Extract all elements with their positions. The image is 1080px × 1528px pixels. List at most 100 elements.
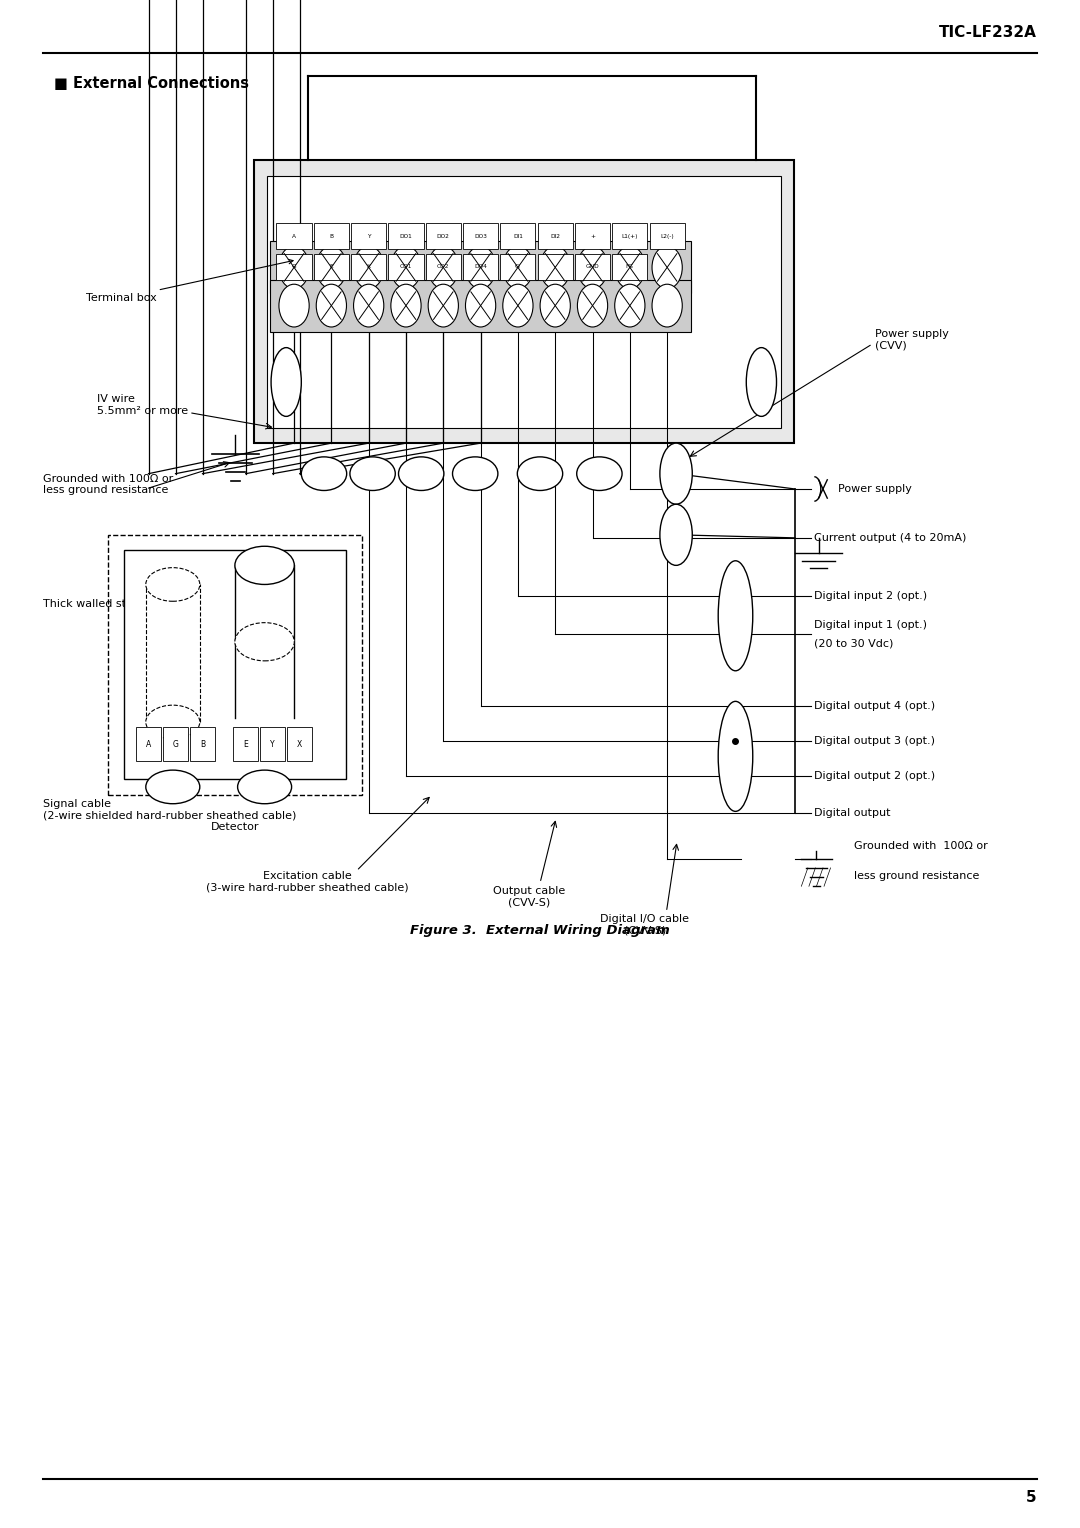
Text: Digital output 2 (opt.): Digital output 2 (opt.) <box>814 772 935 781</box>
Circle shape <box>615 284 645 327</box>
Bar <box>260 727 285 761</box>
Text: X: X <box>367 264 370 269</box>
Bar <box>500 223 536 249</box>
Circle shape <box>316 246 347 289</box>
Text: Power supply
(CVV): Power supply (CVV) <box>875 329 948 350</box>
Bar <box>190 727 215 761</box>
Text: Digital output 4 (opt.): Digital output 4 (opt.) <box>814 701 935 711</box>
Circle shape <box>428 246 458 289</box>
Ellipse shape <box>453 457 498 490</box>
Text: X: X <box>297 740 302 749</box>
Bar <box>612 223 647 249</box>
Bar <box>136 727 161 761</box>
Bar <box>276 254 312 280</box>
Text: A: A <box>146 740 151 749</box>
Text: CI: CI <box>515 264 521 269</box>
Circle shape <box>316 284 347 327</box>
Text: +: + <box>590 234 595 238</box>
Text: Digital input 1 (opt.): Digital input 1 (opt.) <box>814 619 928 630</box>
Circle shape <box>391 284 421 327</box>
Bar <box>426 254 461 280</box>
Circle shape <box>652 246 683 289</box>
Text: Detector: Detector <box>211 822 259 833</box>
Bar <box>575 254 610 280</box>
Bar <box>233 727 258 761</box>
Circle shape <box>615 246 645 289</box>
Ellipse shape <box>235 623 294 662</box>
Bar <box>426 223 461 249</box>
Text: E: E <box>329 264 334 269</box>
Text: B: B <box>200 740 205 749</box>
Circle shape <box>652 284 683 327</box>
Ellipse shape <box>746 348 777 417</box>
Circle shape <box>353 246 383 289</box>
Ellipse shape <box>238 770 292 804</box>
Text: Output cable
(CVV-S): Output cable (CVV-S) <box>494 886 565 908</box>
Text: A: A <box>292 234 296 238</box>
Circle shape <box>279 246 309 289</box>
Bar <box>463 254 498 280</box>
Ellipse shape <box>235 547 294 585</box>
Circle shape <box>465 246 496 289</box>
Ellipse shape <box>577 457 622 490</box>
Text: CO1: CO1 <box>400 264 413 269</box>
Ellipse shape <box>350 457 395 490</box>
Text: CO2: CO2 <box>437 264 449 269</box>
Bar <box>276 223 312 249</box>
Circle shape <box>391 246 421 289</box>
Bar <box>267 176 781 428</box>
Bar <box>254 160 794 443</box>
Text: Thick walled steel conduit: Thick walled steel conduit <box>43 599 188 610</box>
Text: G: G <box>292 264 296 269</box>
Text: TIC-LF232A: TIC-LF232A <box>939 24 1037 40</box>
Ellipse shape <box>660 504 692 565</box>
Text: DI2: DI2 <box>550 234 561 238</box>
Circle shape <box>578 246 608 289</box>
Bar <box>389 223 423 249</box>
Text: Power supply: Power supply <box>838 484 912 494</box>
Bar <box>163 727 188 761</box>
Bar <box>649 223 685 249</box>
Text: less ground resistance: less ground resistance <box>854 871 980 882</box>
Ellipse shape <box>718 701 753 811</box>
Bar <box>270 241 691 293</box>
Ellipse shape <box>271 348 301 417</box>
Text: Y: Y <box>367 234 370 238</box>
Bar <box>538 223 572 249</box>
Bar <box>270 280 691 332</box>
Circle shape <box>428 284 458 327</box>
Text: GND: GND <box>585 264 599 269</box>
Circle shape <box>465 284 496 327</box>
Circle shape <box>540 246 570 289</box>
Text: (20 to 30 Vdc): (20 to 30 Vdc) <box>814 639 893 649</box>
Text: 5: 5 <box>1026 1490 1037 1505</box>
Text: Digital output: Digital output <box>814 808 891 817</box>
Text: Figure 3.  External Wiring Diagram: Figure 3. External Wiring Diagram <box>410 924 670 938</box>
Bar <box>351 223 387 249</box>
Circle shape <box>540 284 570 327</box>
Text: DO2: DO2 <box>436 234 449 238</box>
Ellipse shape <box>718 561 753 671</box>
Ellipse shape <box>146 567 200 601</box>
Bar <box>124 550 346 779</box>
Bar <box>538 254 572 280</box>
Text: B: B <box>329 234 334 238</box>
Circle shape <box>503 246 534 289</box>
Circle shape <box>578 284 608 327</box>
Ellipse shape <box>146 706 200 740</box>
Bar <box>575 223 610 249</box>
Text: L1(+): L1(+) <box>622 234 638 238</box>
Text: Digital I/O cable
(CVV-S): Digital I/O cable (CVV-S) <box>600 914 689 935</box>
Text: Y: Y <box>270 740 275 749</box>
Bar <box>612 254 647 280</box>
Text: DI1: DI1 <box>513 234 523 238</box>
Text: E: E <box>243 740 248 749</box>
Text: Digital input 2 (opt.): Digital input 2 (opt.) <box>814 591 928 601</box>
Bar <box>314 223 349 249</box>
Text: Digital output 3 (opt.): Digital output 3 (opt.) <box>814 736 935 746</box>
Text: Current output (4 to 20mA): Current output (4 to 20mA) <box>814 533 967 542</box>
Text: G: G <box>173 740 178 749</box>
Text: DO3: DO3 <box>474 234 487 238</box>
Bar <box>500 254 536 280</box>
Ellipse shape <box>517 457 563 490</box>
